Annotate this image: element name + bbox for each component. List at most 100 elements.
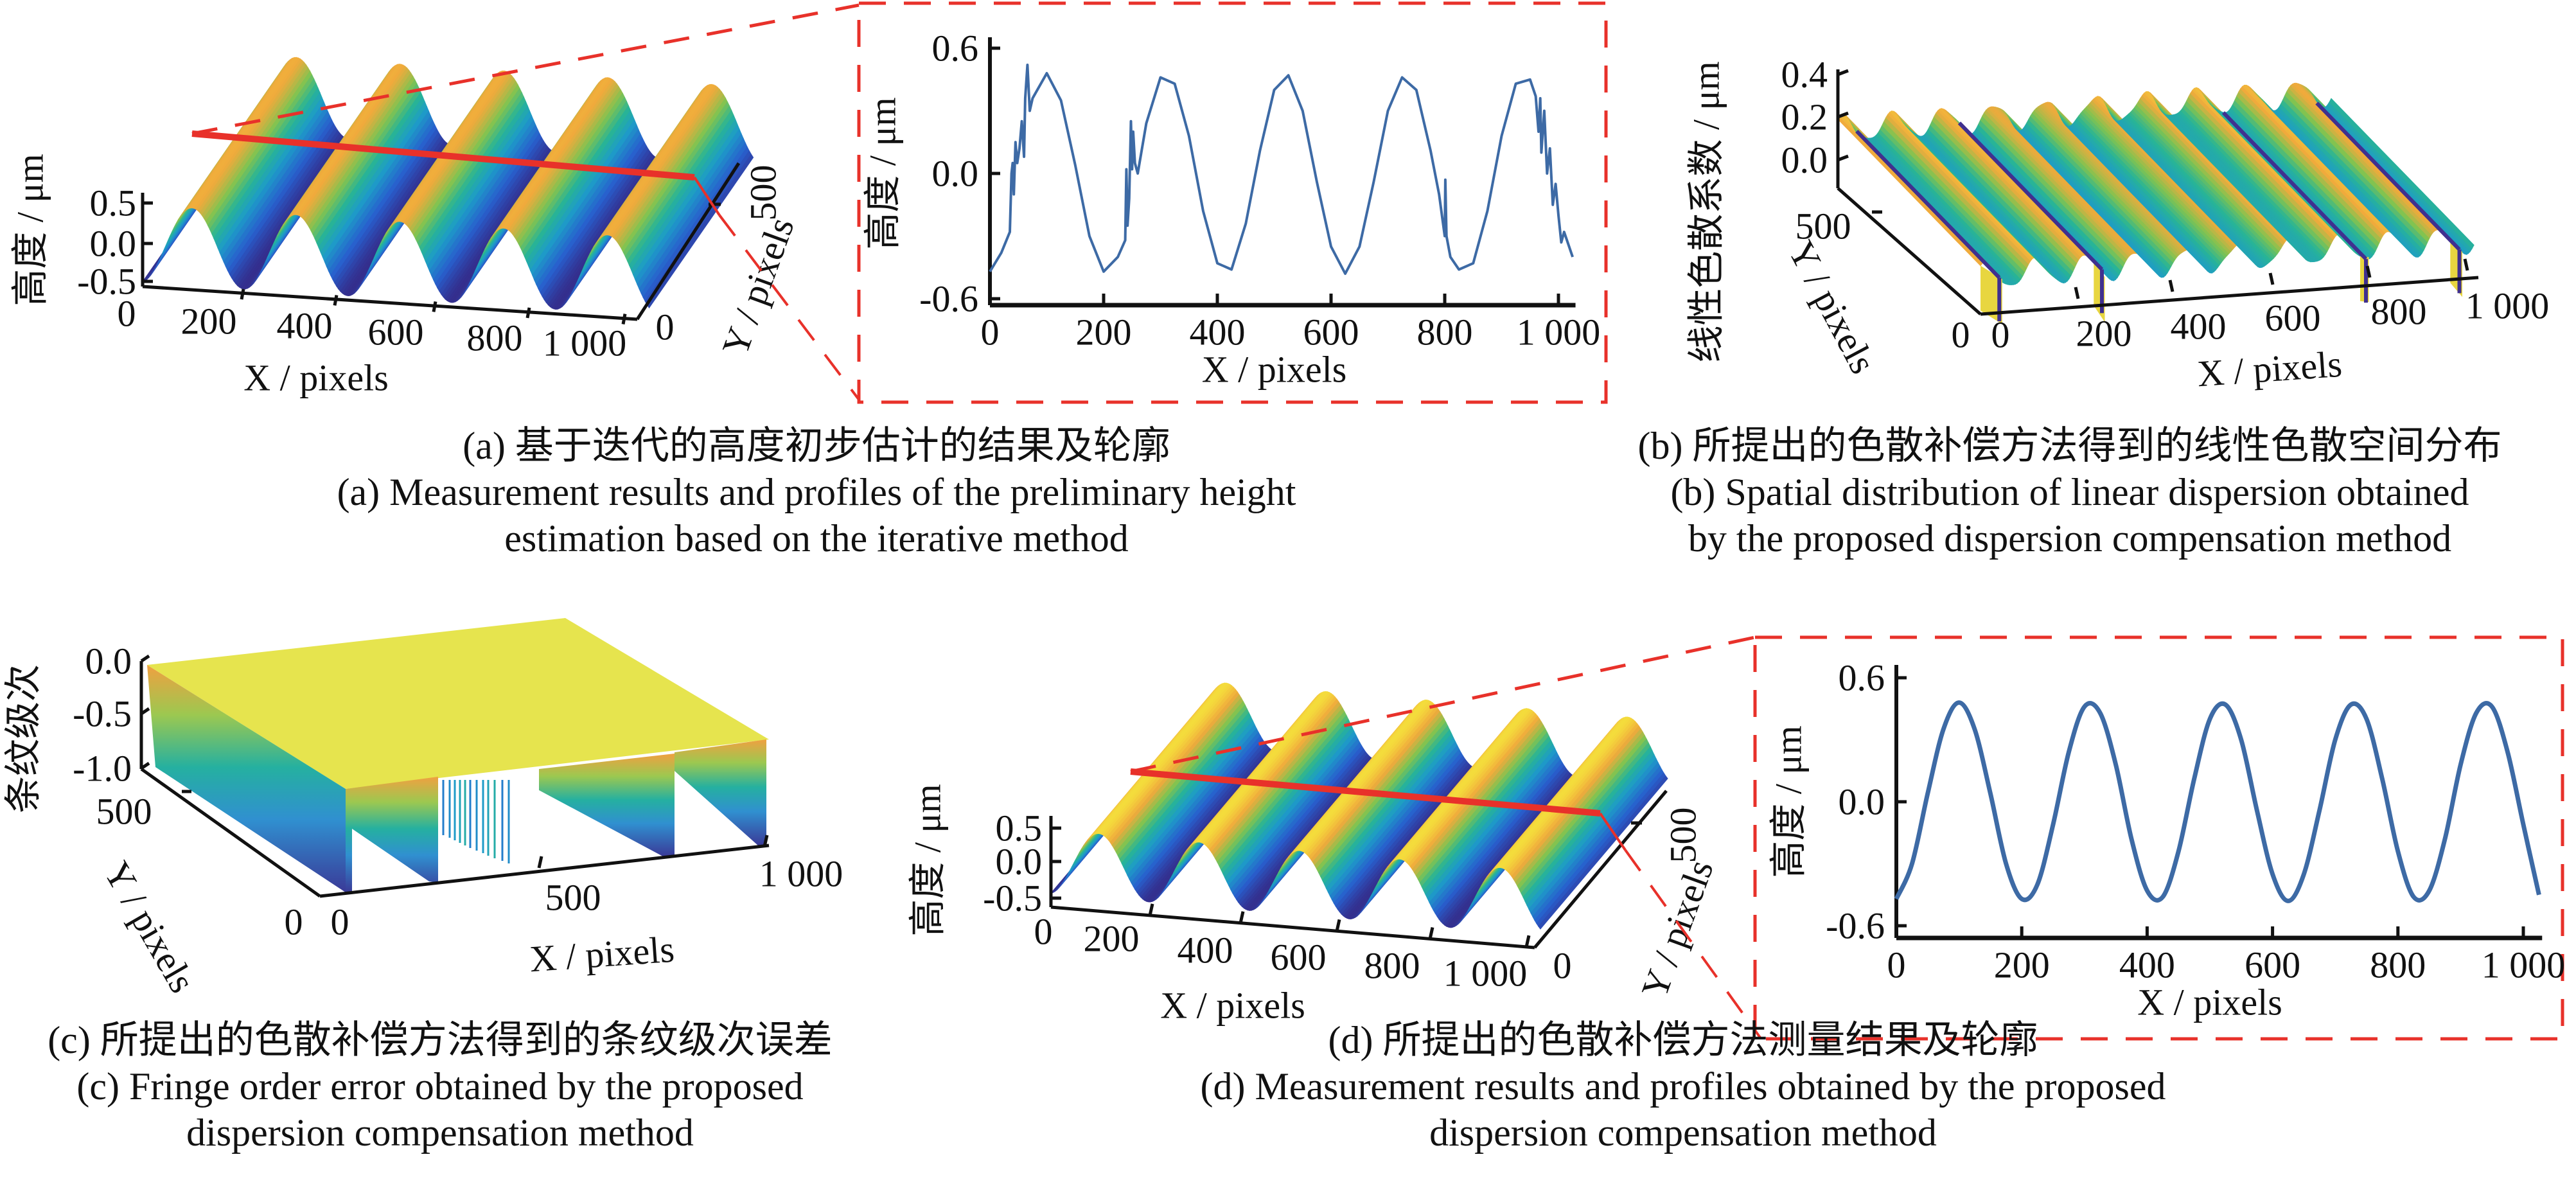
y-tick-label: -0.6: [919, 278, 978, 320]
z-tick: [140, 761, 150, 770]
x-tick: [1148, 903, 1154, 916]
x-tick-label: 600: [368, 312, 424, 353]
x-tick-label: 800: [2370, 944, 2426, 986]
x-tick-label: 0: [1887, 944, 1906, 986]
y-axis-line: [1533, 790, 1668, 949]
x-tick-label: 200: [1076, 312, 1132, 353]
y-axis-label: 高度 / μm: [862, 97, 904, 249]
z-tick-label: -1.0: [73, 748, 132, 790]
y-axis-label: Y / pixels: [1780, 234, 1884, 380]
zoom-leader-line: [1624, 849, 1761, 1039]
x-tick-label: 500: [545, 877, 601, 919]
y-tick-label: 0.6: [1839, 657, 1885, 699]
panel-b-dispersion-surface: 0.40.20.0 0 200 400 600 800 1 000 X / pixels 0 50…: [1686, 54, 2550, 395]
z-axis-label: 线性色散系数 / μm: [1686, 61, 1727, 362]
z-tick: [1837, 111, 1849, 119]
y-tick-label: 0: [1553, 945, 1572, 987]
caption-c-english-line1: (c) Fringe order error obtained by the p…: [76, 1065, 804, 1108]
zoom-box-frame: [1753, 635, 2564, 1041]
z-axis-label: 高度 / μm: [907, 784, 949, 936]
profile-line: [1894, 700, 2541, 903]
x-tick: [2168, 279, 2175, 292]
surface-front-wall: [539, 754, 675, 856]
x-tick-label: 400: [2171, 306, 2227, 348]
z-tick-label: -0.5: [73, 693, 132, 735]
x-tick-label: 600: [2245, 944, 2300, 986]
x-tick-label: 400: [1178, 930, 1233, 971]
y-tick-label: 500: [1663, 808, 1704, 863]
z-tick-label: 0.0: [85, 641, 132, 682]
x-axis-label: X / pixels: [2196, 343, 2343, 395]
z-tick-label: 0.4: [1781, 54, 1828, 96]
x-tick: [2463, 258, 2469, 271]
y-tick-label: 0.6: [932, 28, 979, 69]
discontinuity-wall: [1981, 265, 2002, 324]
x-tick-label: 0: [118, 293, 136, 335]
x-tick-label: 200: [181, 301, 237, 342]
x-tick-label: 800: [2371, 291, 2427, 333]
z-axis-label: 高度 / μm: [10, 154, 51, 306]
x-axis-line: [319, 844, 770, 898]
y-axis-label: Y / pixels: [96, 854, 204, 1000]
x-tick: [2268, 272, 2275, 285]
x-tick-label: 0: [1991, 314, 2010, 356]
z-tick-label: 0.5: [996, 808, 1043, 849]
caption-d-english-line2: dispersion compensation method: [1429, 1111, 1937, 1154]
x-axis-label: X / pixels: [528, 928, 676, 980]
profile-line: [989, 64, 1574, 275]
y-tick-label: 0: [1952, 314, 1970, 356]
x-tick-label: 600: [1303, 312, 1359, 353]
x-tick: [333, 294, 339, 306]
x-tick: [1428, 927, 1434, 940]
zoom-box-frame: [857, 1, 1608, 404]
zoom-leader-line: [1130, 635, 1756, 773]
z-tick-label: -0.5: [77, 261, 136, 303]
x-tick-label: 1 000: [759, 853, 843, 895]
x-tick: [621, 314, 627, 325]
z-tick-label: 0.2: [1781, 96, 1828, 138]
caption-c-english-line2: dispersion compensation method: [186, 1111, 694, 1154]
x-tick-label: 600: [2265, 297, 2321, 339]
x-tick-label: 1 000: [543, 323, 627, 364]
profile-cut-connector: [693, 176, 721, 217]
caption-b-chinese: (b) 所提出的色散补偿方法得到的线性色散空间分布: [1637, 425, 2502, 467]
x-tick: [1335, 919, 1341, 932]
x-tick-label: 0: [981, 312, 1000, 353]
x-tick-label: 200: [1994, 944, 2050, 986]
discontinuity-edge: [1855, 130, 2001, 279]
discontinuity-edge: [1957, 121, 2104, 271]
y-tick-label: 0.0: [1839, 781, 1885, 823]
y-axis-line: [635, 162, 741, 321]
caption-d-english-line1: (d) Measurement results and profiles obt…: [1200, 1065, 2166, 1108]
zoom-leader-line: [718, 214, 860, 401]
caption-a-english-line2: estimation based on the iterative method: [504, 517, 1129, 560]
x-axis-label: X / pixels: [1202, 349, 1347, 391]
x-tick: [537, 856, 543, 869]
z-tick: [1837, 69, 1849, 76]
x-tick: [1524, 935, 1531, 948]
x-tick-label: 1 000: [2482, 944, 2566, 986]
y-tick-label: 500: [743, 165, 784, 221]
x-tick: [1239, 911, 1245, 924]
z-tick-label: 0.5: [90, 182, 137, 224]
surface-strip: [2329, 98, 2475, 250]
y-tick-label: 500: [96, 791, 152, 833]
caption-a-chinese: (a) 基于迭代的高度初步估计的结果及轮廓: [463, 425, 1170, 467]
profile-cut-line: [1130, 768, 1601, 817]
caption-b-english-line2: by the proposed dispersion compensation …: [1688, 517, 2452, 560]
surface-left-wall: [147, 665, 346, 892]
x-tick-label: 200: [1084, 918, 1140, 960]
y-axis-label: Y / pixels: [1633, 854, 1721, 1003]
x-tick-label: 600: [1271, 937, 1327, 978]
caption-b-english-line1: (b) Spatial distribution of linear dispe…: [1670, 471, 2469, 513]
y-tick-label: 500: [1795, 206, 1851, 247]
y-tick-label: 0.0: [932, 153, 979, 195]
z-tick: [140, 654, 150, 663]
x-tick-label: 400: [2119, 944, 2175, 986]
discontinuity-edge: [2315, 102, 2461, 251]
y-axis-line: [140, 767, 321, 898]
y-axis-line: [1837, 187, 1982, 315]
